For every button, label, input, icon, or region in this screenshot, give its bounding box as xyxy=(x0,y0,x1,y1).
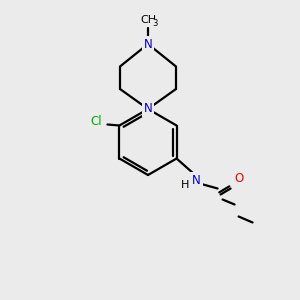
Text: CH: CH xyxy=(140,15,156,25)
Text: 3: 3 xyxy=(152,19,158,28)
Text: N: N xyxy=(144,38,152,50)
Text: H: H xyxy=(180,181,189,190)
Text: O: O xyxy=(234,172,243,185)
Text: Cl: Cl xyxy=(91,115,102,128)
Text: N: N xyxy=(144,103,152,116)
Text: N: N xyxy=(192,174,201,187)
